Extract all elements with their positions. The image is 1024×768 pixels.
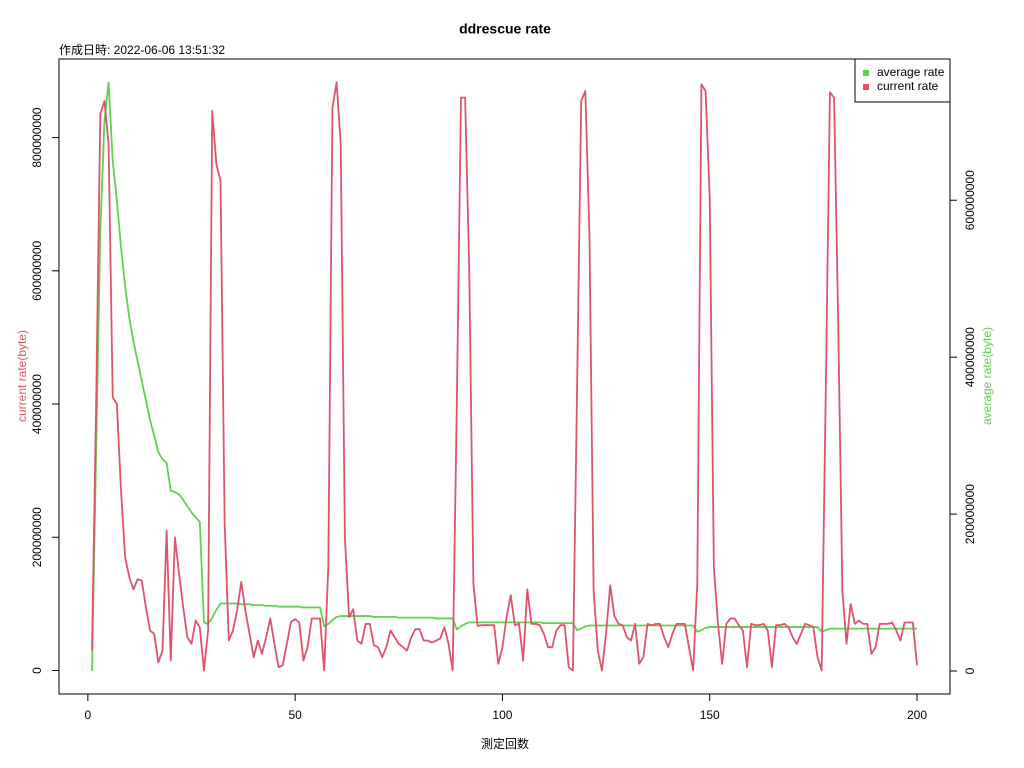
y-tick-label: 800000000	[30, 107, 44, 167]
y-tick-label: 0	[30, 667, 44, 674]
data-line	[91, 81, 918, 672]
x-tick-label: 50	[288, 708, 302, 722]
y2-tick-label: 0	[963, 667, 977, 674]
subtitle: 作成日時: 2022-06-06 13:51:32	[59, 43, 225, 57]
y-tick-label: 600000000	[30, 240, 44, 300]
legend-box	[854, 58, 951, 103]
y-axis-label: current rate(byte)	[15, 330, 29, 422]
x-tick-label: 0	[85, 708, 92, 722]
y-tick-label: 400000000	[30, 374, 44, 434]
legend-label: average rate	[877, 65, 945, 79]
x-tick-label: 200	[907, 708, 927, 722]
x-tick-label: 150	[700, 708, 720, 722]
chart-title: ddrescue rate	[459, 21, 551, 37]
y2-tick-label: 400000000	[963, 327, 977, 387]
legend-swatch	[863, 84, 869, 90]
data-line	[91, 81, 917, 672]
plot-area	[91, 81, 918, 672]
y-tick-label: 200000000	[30, 507, 44, 567]
x-axis-label: 測定回数	[481, 736, 529, 751]
legend-label: current rate	[877, 79, 939, 93]
legend-swatch	[863, 70, 869, 76]
y2-tick-label: 600000000	[963, 170, 977, 230]
y2-tick-label: 200000000	[963, 484, 977, 544]
x-tick-label: 100	[492, 708, 512, 722]
y2-axis-label: average rate(byte)	[980, 327, 994, 425]
